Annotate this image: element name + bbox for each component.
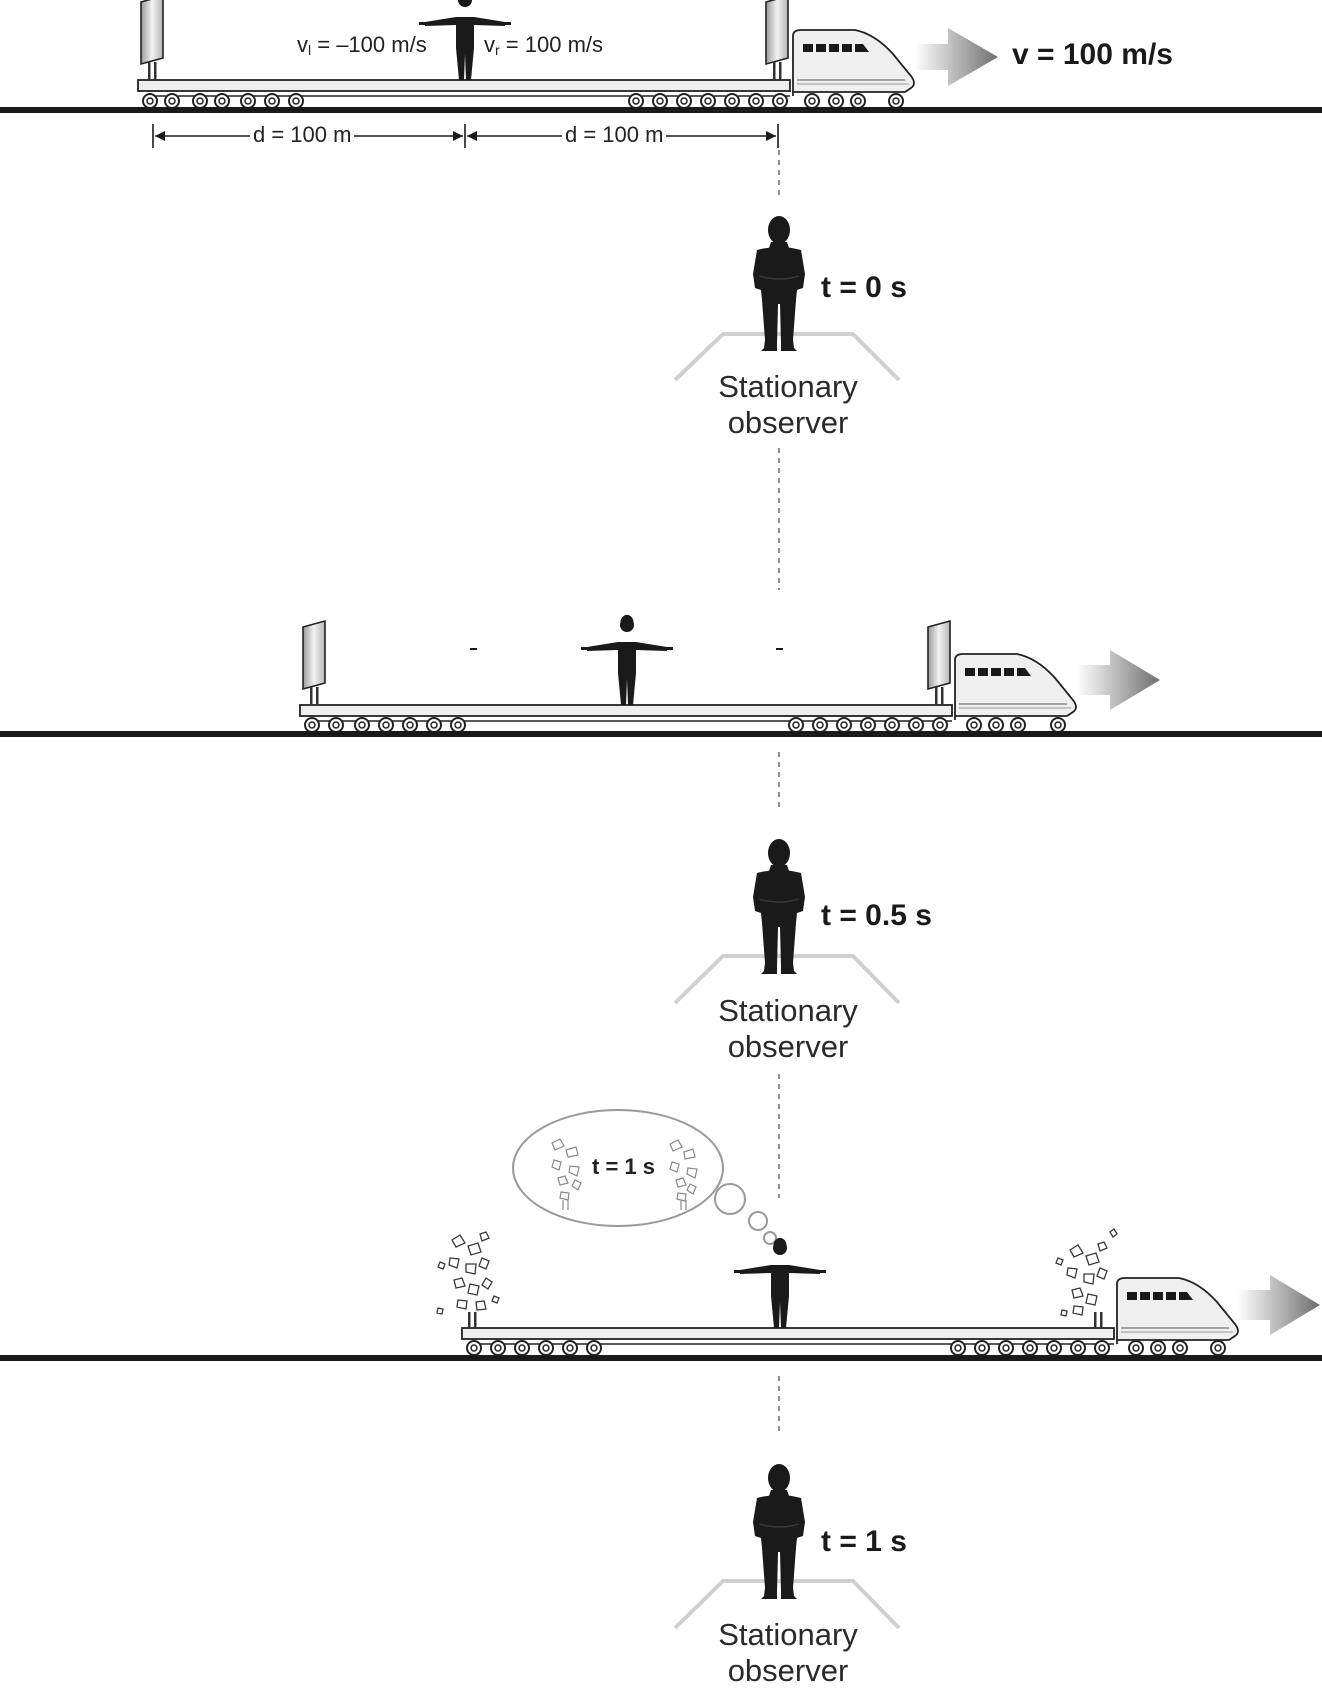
panel-1 <box>0 0 1322 590</box>
ground-line <box>0 107 1322 113</box>
locomotive <box>792 29 915 97</box>
flatcar-deck <box>137 79 791 92</box>
ground-line <box>0 731 1322 737</box>
locomotive <box>954 653 1077 721</box>
train-speed-label: v = 100 m/s <box>1012 38 1173 71</box>
man-with-lights <box>581 614 673 705</box>
v-right-value: = 100 m/s <box>499 32 604 57</box>
time-label-panel-3: t = 1 s <box>821 1525 907 1558</box>
wheel-set-right <box>950 1340 1110 1356</box>
stationary-observer <box>752 1463 806 1600</box>
panel-3 <box>0 1109 1322 1630</box>
distance-right-label: d = 100 m <box>562 124 667 146</box>
shattered-mirror-left <box>436 1231 500 1315</box>
light-pulse-left <box>470 648 477 650</box>
observer-caption-panel-2: Stationary observer <box>658 993 918 1065</box>
observer-caption-line2: observer <box>727 1029 849 1064</box>
observer-caption-line1: Stationary <box>718 1617 858 1652</box>
stationary-observer <box>752 215 806 352</box>
locomotive <box>1116 1277 1239 1345</box>
v-left-subscript: l <box>308 42 312 58</box>
loco-wheels <box>1128 1340 1226 1356</box>
right-mirror <box>927 620 951 706</box>
motion-arrow <box>1077 650 1160 710</box>
observer-caption-line1: Stationary <box>718 993 858 1028</box>
shattered-mirror-right <box>1055 1228 1118 1317</box>
wheel-set-left <box>304 717 466 733</box>
thought-bubble-time-label: t = 1 s <box>592 1154 655 1179</box>
v-left-symbol: v <box>297 32 308 57</box>
loco-wheels <box>966 717 1066 733</box>
v-left-value: = –100 m/s <box>311 32 427 57</box>
right-mirror <box>765 0 789 81</box>
v-right-symbol: v <box>484 32 495 57</box>
observer-caption-line2: observer <box>727 1653 849 1688</box>
time-label-panel-2: t = 0.5 s <box>821 899 932 932</box>
observer-caption-panel-1: Stationary observer <box>658 369 918 441</box>
shattered-mirror-small-left <box>551 1138 582 1210</box>
v-right-subscript: r <box>495 42 500 58</box>
light-pulse-right <box>776 648 783 650</box>
distance-markers <box>152 124 779 148</box>
stationary-observer <box>752 838 806 975</box>
flatcar-deck <box>299 704 953 717</box>
loco-wheels <box>804 93 904 109</box>
wheel-set-right <box>788 717 948 733</box>
flatcar-deck <box>461 1327 1115 1340</box>
man-with-lights <box>734 1237 826 1328</box>
observer-caption-line1: Stationary <box>718 369 858 404</box>
thought-bubble <box>512 1109 777 1245</box>
shattered-mirror-small-right <box>669 1139 698 1210</box>
distance-left-label: d = 100 m <box>250 124 355 146</box>
panel-2 <box>0 614 1322 1198</box>
motion-arrow <box>915 28 998 86</box>
ground-line <box>0 1355 1322 1361</box>
time-label-panel-1: t = 0 s <box>821 271 907 304</box>
motion-arrow <box>1238 1275 1320 1335</box>
left-mirror <box>140 0 164 81</box>
observer-caption-panel-3: Stationary observer <box>658 1617 918 1689</box>
left-light-velocity-label: vl = –100 m/s <box>297 32 427 58</box>
left-mirror <box>302 620 326 706</box>
wheel-set-left <box>466 1340 602 1356</box>
observer-caption-line2: observer <box>727 405 849 440</box>
right-light-velocity-label: vr = 100 m/s <box>484 32 604 58</box>
